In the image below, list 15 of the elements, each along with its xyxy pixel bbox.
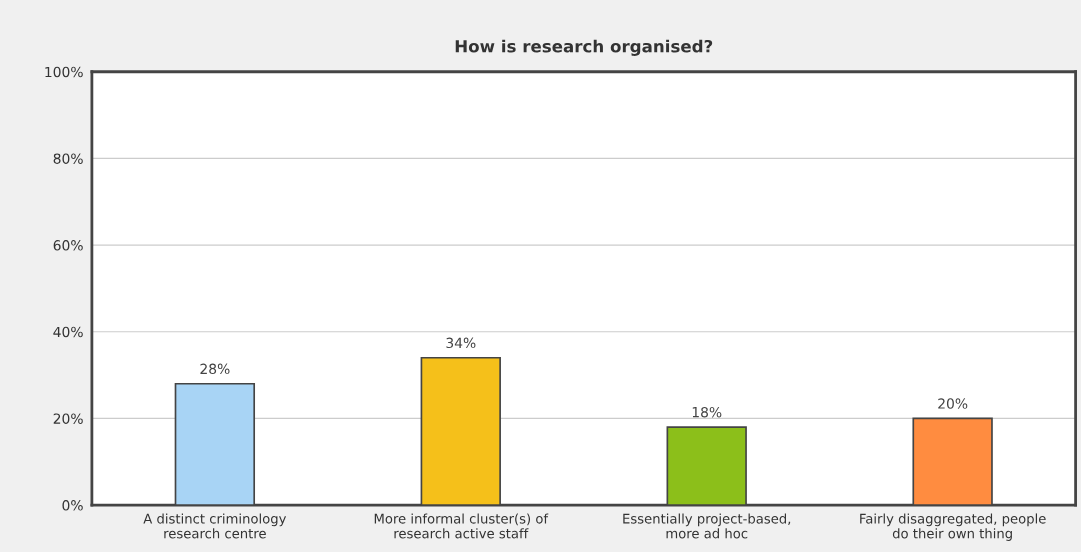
data-label: 20%: [938, 398, 968, 409]
data-label: 34%: [446, 337, 476, 349]
y-tick-label: 40%: [53, 326, 83, 338]
x-tick-label: A distinct criminology research centre: [143, 513, 287, 539]
x-tick-label: More informal cluster(s) of research active staff: [374, 513, 549, 539]
y-tick-label: 80%: [53, 153, 83, 164]
y-tick-label: 20%: [53, 413, 83, 424]
y-tick-label: 60%: [53, 240, 83, 251]
data-label: 28%: [200, 363, 230, 375]
y-tick-label: 0%: [62, 500, 83, 511]
x-tick-label: Essentially project-based, more ad hoc: [623, 513, 791, 539]
data-label: 18%: [692, 406, 722, 418]
x-tick-label: Fairly disaggregated, people do their own thing: [860, 513, 1046, 541]
chart-title: How is research organised?: [455, 39, 713, 56]
y-tick-label: 100%: [45, 66, 83, 78]
